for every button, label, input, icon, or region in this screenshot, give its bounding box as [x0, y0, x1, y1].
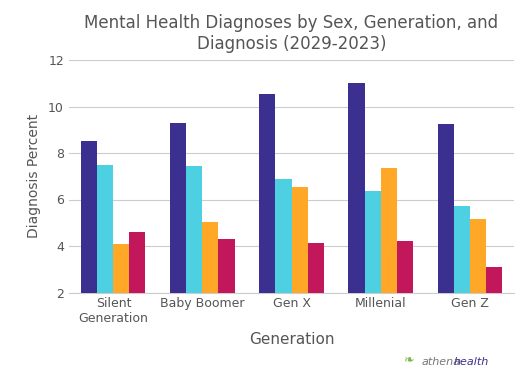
Bar	[485, 267, 501, 339]
Bar	[187, 166, 202, 339]
Text: health: health	[453, 357, 489, 367]
Bar	[129, 232, 145, 339]
Text: athena: athena	[421, 357, 461, 367]
Bar	[470, 219, 485, 339]
Bar	[202, 222, 218, 339]
Bar	[82, 141, 98, 339]
Text: ❧: ❧	[403, 354, 413, 367]
Bar	[438, 124, 454, 339]
Bar	[292, 187, 307, 339]
Bar	[113, 244, 129, 339]
Bar	[396, 242, 412, 339]
X-axis label: Generation: Generation	[249, 332, 334, 347]
Bar	[171, 123, 187, 339]
Bar	[307, 243, 323, 339]
Y-axis label: Diagnosis Percent: Diagnosis Percent	[27, 114, 41, 238]
Bar	[349, 83, 365, 339]
Bar	[260, 94, 276, 339]
Bar	[381, 168, 396, 339]
Bar	[218, 239, 234, 339]
Bar	[98, 165, 113, 339]
Bar	[454, 207, 470, 339]
Bar	[276, 178, 292, 339]
Title: Mental Health Diagnoses by Sex, Generation, and
Diagnosis (2029-2023): Mental Health Diagnoses by Sex, Generati…	[84, 14, 499, 53]
Bar	[365, 191, 381, 339]
